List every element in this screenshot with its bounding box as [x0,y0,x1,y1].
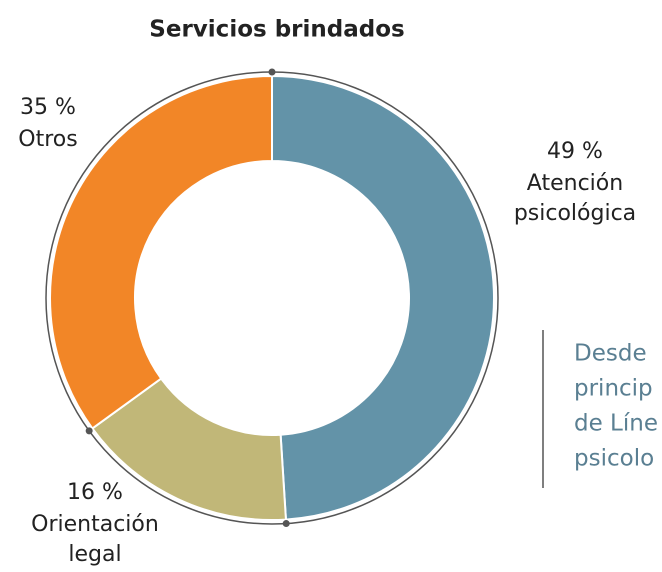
annotation-text: de Líne [574,411,658,437]
boundary-dot [282,520,290,528]
category-line: Atención [527,171,623,196]
boundary-dot [85,427,93,435]
donut-segment [49,74,273,430]
value-label: 16 % [67,480,123,505]
category-line: psicológica [514,201,636,226]
category-label: Otros [18,127,77,152]
value-label: 35 % [20,95,76,120]
annotation-text: Desde [574,341,647,367]
category-label: Atención psicológica [514,171,636,226]
category-label: Orientación legal [31,512,159,567]
value-label: 49 % [547,139,603,164]
category-line: Orientación [31,512,159,537]
category-line: legal [68,542,121,567]
boundary-dot [268,68,276,76]
annotation-text: psicolo [574,446,654,472]
category-line: Otros [18,127,77,152]
donut-segment [271,74,495,521]
annotation-text: princip [574,376,653,402]
chart-title: Servicios brindados [149,17,404,43]
